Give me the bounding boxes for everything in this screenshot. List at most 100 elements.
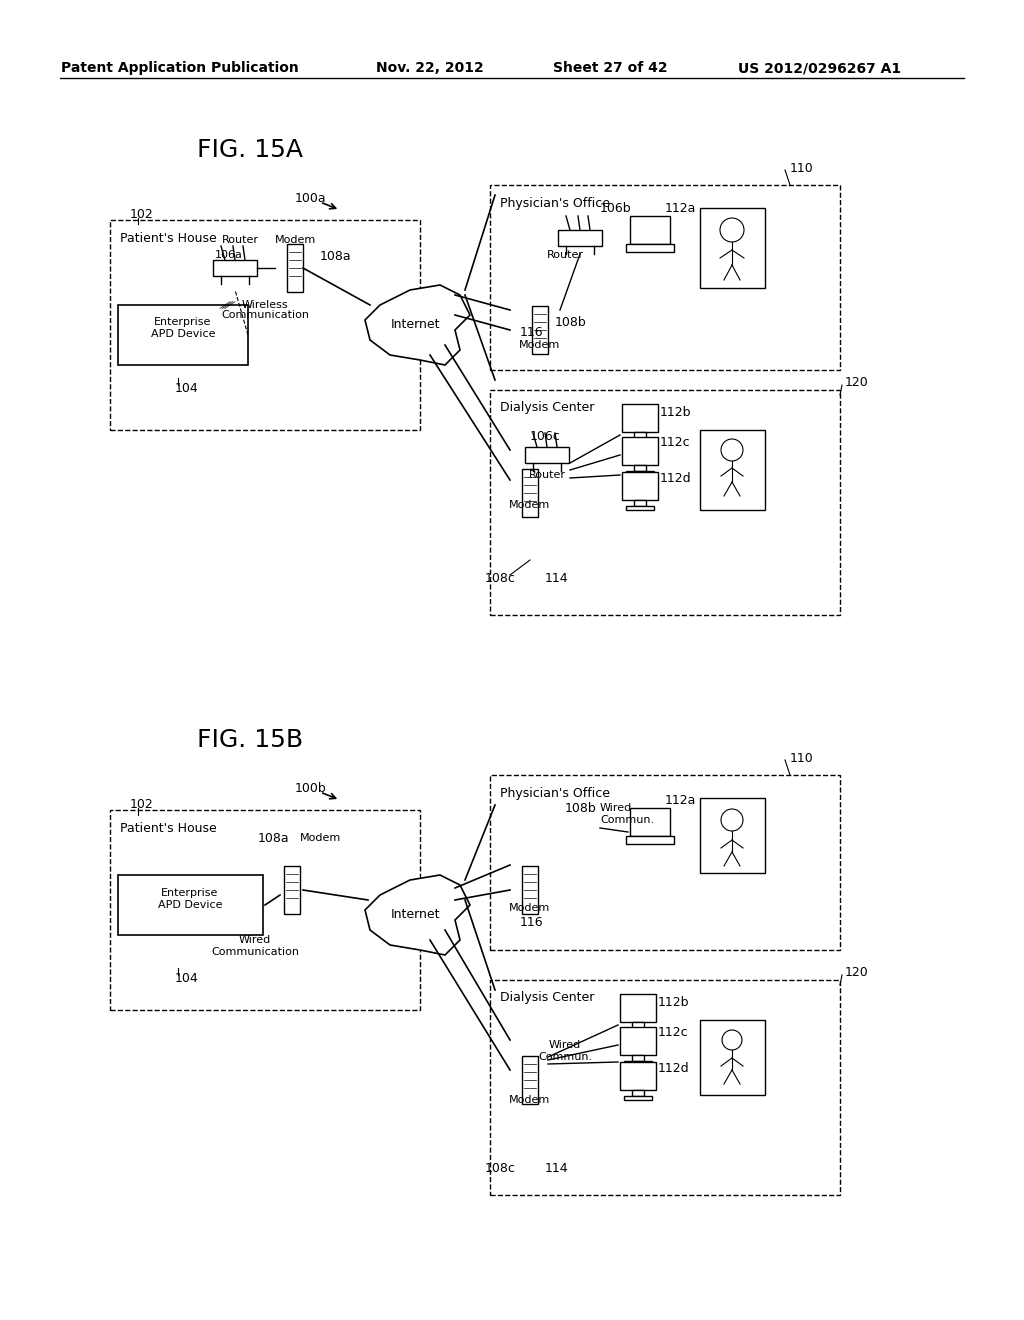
Text: 100a: 100a: [295, 191, 327, 205]
Text: Patent Application Publication: Patent Application Publication: [61, 61, 299, 75]
Text: Wired: Wired: [600, 803, 632, 813]
Text: Commun.: Commun.: [600, 814, 654, 825]
Text: 100b: 100b: [295, 781, 327, 795]
Bar: [620, 994, 656, 1022]
Text: 108c: 108c: [485, 572, 516, 585]
Bar: [634, 465, 646, 471]
Bar: [620, 1063, 656, 1090]
Bar: [213, 260, 257, 276]
Text: 112a: 112a: [665, 793, 696, 807]
Bar: [632, 1022, 644, 1028]
Text: Wired: Wired: [549, 1040, 582, 1049]
Text: Router: Router: [221, 235, 258, 246]
Text: 112c: 112c: [660, 437, 690, 450]
Bar: [626, 471, 654, 475]
Text: 112d: 112d: [660, 471, 691, 484]
Text: Enterprise: Enterprise: [155, 317, 212, 327]
Text: APD Device: APD Device: [151, 329, 215, 339]
Text: 112a: 112a: [665, 202, 696, 214]
Text: 116: 116: [520, 326, 544, 338]
Text: 104: 104: [175, 972, 199, 985]
Text: Modem: Modem: [300, 833, 341, 843]
Bar: [632, 1055, 644, 1061]
Bar: [626, 244, 674, 252]
Bar: [700, 430, 765, 510]
Text: Modem: Modem: [509, 500, 551, 510]
Bar: [630, 216, 670, 244]
Text: Physician's Office: Physician's Office: [500, 197, 610, 210]
Bar: [632, 1090, 644, 1096]
Text: Patient's House: Patient's House: [120, 821, 217, 834]
Text: US 2012/0296267 A1: US 2012/0296267 A1: [738, 61, 901, 75]
Bar: [284, 866, 300, 913]
Polygon shape: [365, 875, 470, 954]
Text: Modem: Modem: [509, 1096, 551, 1105]
Text: Physician's Office: Physician's Office: [500, 787, 610, 800]
Text: 106a: 106a: [215, 249, 243, 260]
Polygon shape: [365, 285, 470, 366]
Text: Sheet 27 of 42: Sheet 27 of 42: [553, 61, 668, 75]
Bar: [525, 447, 569, 463]
Bar: [490, 979, 840, 1195]
Bar: [700, 209, 765, 288]
Bar: [624, 1061, 652, 1065]
Text: Modem: Modem: [274, 235, 315, 246]
Text: 106b: 106b: [600, 202, 632, 214]
Text: FIG. 15B: FIG. 15B: [197, 729, 303, 752]
Text: Commun.: Commun.: [538, 1052, 592, 1063]
Bar: [626, 836, 674, 843]
Bar: [118, 305, 248, 366]
Bar: [626, 438, 654, 442]
Text: Modem: Modem: [519, 341, 560, 350]
Text: 112b: 112b: [660, 405, 691, 418]
Bar: [700, 799, 765, 873]
Text: 110: 110: [790, 751, 814, 764]
Bar: [624, 1096, 652, 1100]
Text: 102: 102: [130, 799, 154, 812]
Bar: [558, 230, 602, 246]
Bar: [118, 875, 263, 935]
Text: 112b: 112b: [658, 995, 689, 1008]
Text: APD Device: APD Device: [158, 900, 222, 909]
Text: Wired: Wired: [239, 935, 271, 945]
Text: Modem: Modem: [509, 903, 551, 913]
Text: 114: 114: [545, 1162, 568, 1175]
Bar: [630, 808, 670, 836]
Text: Internet: Internet: [390, 318, 439, 331]
Bar: [110, 810, 420, 1010]
Bar: [522, 866, 538, 913]
Text: 108b: 108b: [565, 801, 597, 814]
Bar: [622, 404, 658, 432]
Text: 114: 114: [545, 572, 568, 585]
Bar: [624, 1028, 652, 1032]
Text: 120: 120: [845, 375, 868, 388]
Text: 102: 102: [130, 209, 154, 222]
Text: 120: 120: [845, 965, 868, 978]
Bar: [634, 500, 646, 506]
Text: Router: Router: [528, 470, 565, 480]
Text: Communication: Communication: [211, 946, 299, 957]
Text: 104: 104: [175, 381, 199, 395]
Text: Dialysis Center: Dialysis Center: [500, 401, 594, 414]
Bar: [490, 389, 840, 615]
Text: 108a: 108a: [258, 832, 290, 845]
Text: 108c: 108c: [485, 1162, 516, 1175]
Text: Wireless: Wireless: [242, 300, 289, 310]
Bar: [532, 306, 548, 354]
Bar: [622, 437, 658, 465]
Bar: [110, 220, 420, 430]
Text: Dialysis Center: Dialysis Center: [500, 991, 594, 1005]
Bar: [287, 244, 303, 292]
Bar: [626, 506, 654, 510]
Text: 112c: 112c: [658, 1027, 688, 1040]
Text: Internet: Internet: [390, 908, 439, 921]
Bar: [490, 185, 840, 370]
Text: Communication: Communication: [221, 310, 309, 319]
Text: 108b: 108b: [555, 315, 587, 329]
Bar: [620, 1027, 656, 1055]
Bar: [522, 1056, 538, 1104]
Text: Nov. 22, 2012: Nov. 22, 2012: [376, 61, 484, 75]
Text: 112d: 112d: [658, 1061, 689, 1074]
Text: FIG. 15A: FIG. 15A: [197, 139, 303, 162]
Text: 110: 110: [790, 161, 814, 174]
